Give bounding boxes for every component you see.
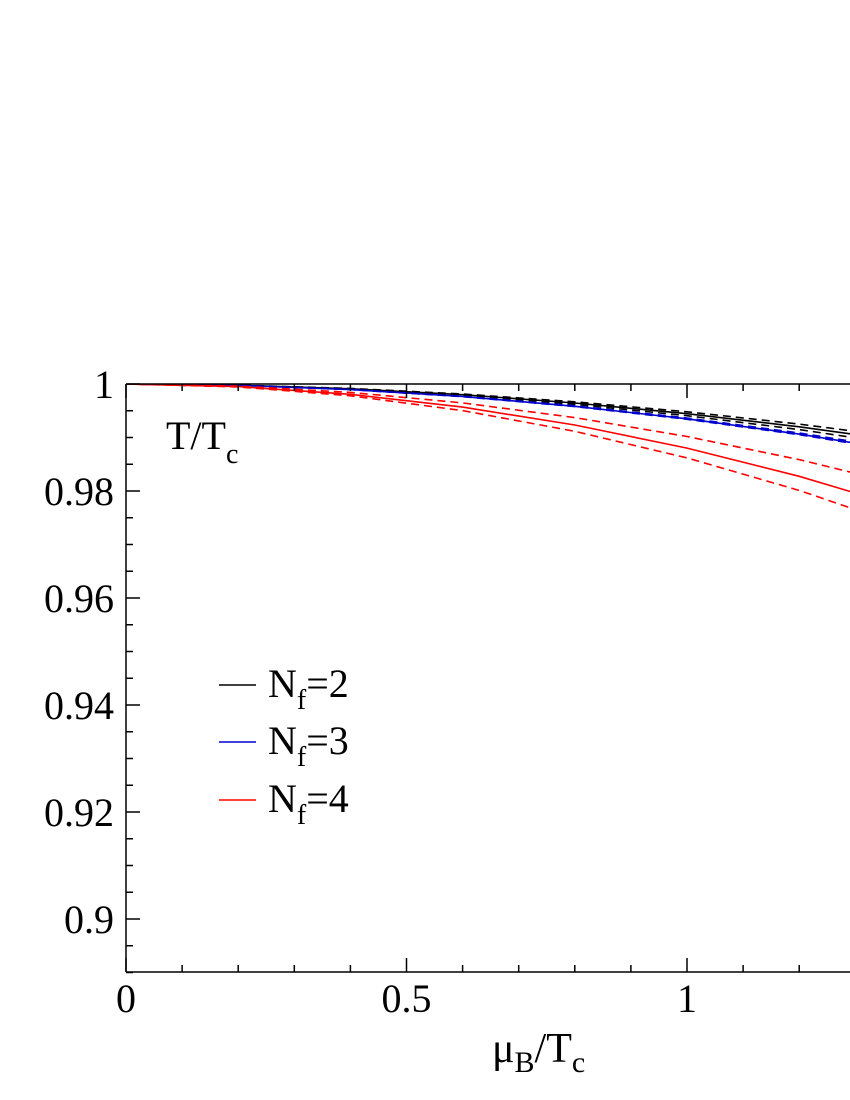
series-line-7 bbox=[126, 384, 850, 473]
legend-nf4-main: N bbox=[268, 776, 297, 821]
legend-nf3-main: N bbox=[268, 718, 297, 763]
x-axis-label-sub2: c bbox=[572, 1046, 585, 1079]
legend-nf2-sub: f bbox=[297, 685, 307, 716]
legend-label-nf3: Nf=3 bbox=[268, 718, 349, 773]
y-tick-label-0: 0.9 bbox=[64, 897, 114, 942]
x-axis-label-rest: /T bbox=[535, 1026, 572, 1072]
series-line-2 bbox=[126, 384, 850, 438]
legend-nf2-main: N bbox=[268, 661, 297, 706]
series-line-1 bbox=[126, 384, 850, 432]
legend: Nf=2 Nf=3 Nf=4 bbox=[219, 661, 349, 831]
x-axis-label-main: μ bbox=[492, 1026, 515, 1072]
series-line-3 bbox=[126, 384, 850, 444]
x-tick-label-0: 0 bbox=[116, 976, 136, 1021]
x-tick-label-2: 1 bbox=[677, 976, 697, 1021]
y-tick-label-4: 0.98 bbox=[44, 469, 114, 514]
legend-nf2-rest: =2 bbox=[306, 661, 349, 706]
series-line-6 bbox=[126, 384, 850, 493]
series-layer bbox=[126, 384, 850, 509]
x-tick-label-1: 0.5 bbox=[382, 976, 432, 1021]
legend-nf3-rest: =3 bbox=[306, 718, 349, 763]
plot-annotation: T/Tc bbox=[166, 413, 238, 470]
y-tick-label-5: 1 bbox=[94, 362, 114, 407]
legend-label-nf2: Nf=2 bbox=[268, 661, 349, 716]
legend-nf4-sub: f bbox=[297, 800, 307, 831]
legend-label-nf4: Nf=4 bbox=[268, 776, 349, 831]
legend-nf4-rest: =4 bbox=[306, 776, 349, 821]
plot-frame bbox=[125, 383, 850, 973]
y-tick-label-2: 0.94 bbox=[44, 683, 114, 728]
x-axis-label-sub: B bbox=[515, 1046, 535, 1079]
axis-ticks: 00.511.522.50.90.920.940.960.981 bbox=[44, 362, 800, 1021]
series-line-0 bbox=[126, 384, 850, 435]
annotation-sub: c bbox=[226, 439, 238, 470]
legend-nf3-sub: f bbox=[297, 742, 307, 773]
y-tick-label-3: 0.96 bbox=[44, 576, 114, 621]
annotation-main: T/T bbox=[166, 413, 226, 458]
x-axis-label: μB/Tc bbox=[492, 1026, 585, 1079]
y-tick-label-1: 0.92 bbox=[44, 790, 114, 835]
